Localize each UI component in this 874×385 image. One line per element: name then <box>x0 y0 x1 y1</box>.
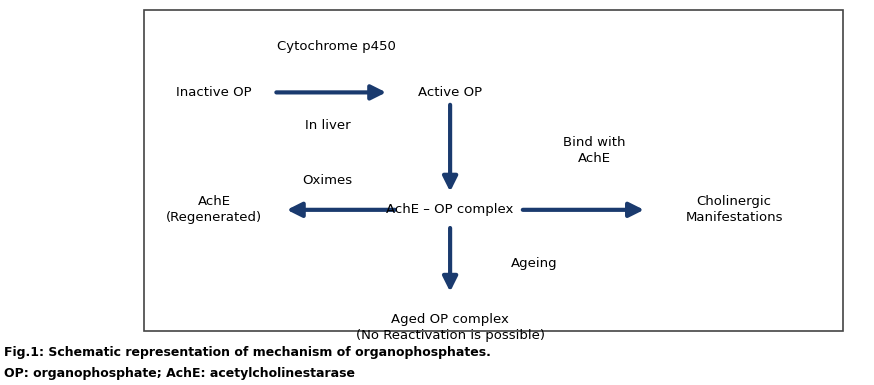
Text: In liver: In liver <box>305 119 350 132</box>
Text: Bind with
AchE: Bind with AchE <box>563 136 626 165</box>
Text: OP: organophosphate; AchE: acetylcholinestarase: OP: organophosphate; AchE: acetylcholine… <box>4 367 356 380</box>
Text: Active OP: Active OP <box>418 86 482 99</box>
Text: Fig.1: Schematic representation of mechanism of organophosphates.: Fig.1: Schematic representation of mecha… <box>4 346 491 359</box>
Text: Oximes: Oximes <box>302 174 353 187</box>
Text: Ageing: Ageing <box>511 257 558 270</box>
Text: Cytochrome p450: Cytochrome p450 <box>277 40 396 53</box>
Text: Aged OP complex
(No Reactivation is possible): Aged OP complex (No Reactivation is poss… <box>356 313 545 342</box>
Text: AchE
(Regenerated): AchE (Regenerated) <box>166 195 262 224</box>
Text: Cholinergic
Manifestations: Cholinergic Manifestations <box>685 195 783 224</box>
Bar <box>144 10 843 331</box>
Text: AchE – OP complex: AchE – OP complex <box>386 203 514 216</box>
Text: Inactive OP: Inactive OP <box>177 86 252 99</box>
